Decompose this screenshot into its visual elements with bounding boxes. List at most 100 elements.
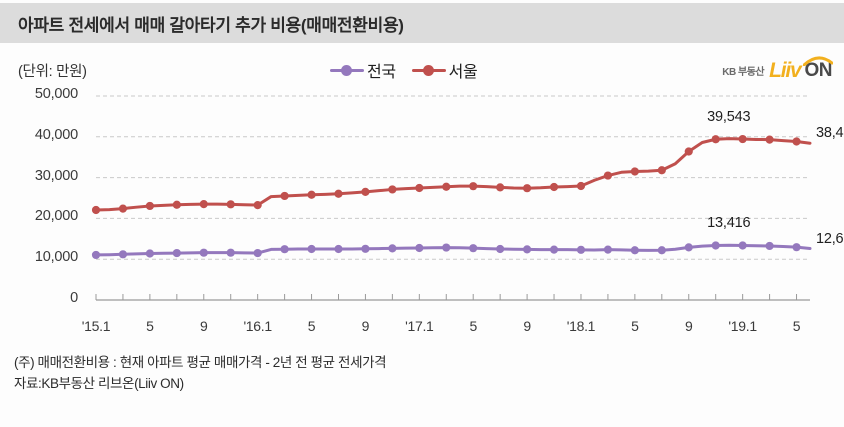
- data-point: [496, 244, 505, 254]
- data-label: 13,416: [707, 215, 751, 232]
- brand-liiv-label: Liiv: [769, 59, 802, 82]
- data-point: [388, 244, 397, 253]
- data-point: [145, 201, 154, 211]
- x-axis-label: 5: [631, 318, 639, 334]
- legend-label-nationwide: 전국: [367, 64, 396, 81]
- data-point: [549, 182, 559, 192]
- data-point: [361, 187, 370, 196]
- data-point: [307, 190, 316, 199]
- data-point: [522, 245, 532, 254]
- data-point: [630, 167, 639, 176]
- line-chart: 0 10,000 20,000 30,000 40,000 50,000 '15.1 5 9 '1…: [0, 82, 844, 334]
- chart-canvas: [91, 95, 812, 301]
- legend-marker-seoul: [411, 63, 446, 77]
- data-label: 39,543: [707, 108, 751, 125]
- footnote-source: 자료:KB부동산 리브온(Liiv ON): [14, 376, 184, 391]
- data-point: [172, 248, 181, 258]
- brand-liiv-on: Liiv ON: [769, 56, 833, 82]
- x-axis-label: 9: [200, 318, 208, 334]
- data-point: [253, 201, 262, 210]
- data-point: [684, 243, 693, 252]
- data-label: 12,620: [816, 230, 844, 247]
- y-axis-label: 50,000: [34, 86, 78, 102]
- data-point: [657, 166, 666, 175]
- data-point: [226, 248, 235, 257]
- data-point: [765, 241, 774, 251]
- data-point: [711, 135, 720, 144]
- data-point: [334, 244, 343, 254]
- legend-label-seoul: 서울: [448, 64, 478, 81]
- x-axis-label: 5: [792, 318, 801, 334]
- data-point: [469, 182, 478, 191]
- data-point: [415, 183, 424, 193]
- x-axis-label: 5: [469, 318, 477, 334]
- data-point: [469, 244, 478, 253]
- data-point: [630, 246, 639, 255]
- data-point: [91, 205, 101, 215]
- data-point: [199, 248, 208, 257]
- y-axis-label: 10,000: [34, 249, 78, 266]
- x-axis-label: 9: [523, 318, 531, 334]
- data-point: [738, 241, 747, 250]
- y-axis-label: 40,000: [34, 126, 78, 143]
- data-point: [549, 245, 559, 254]
- data-point: [280, 245, 289, 254]
- x-axis-label: '16.1: [243, 318, 272, 334]
- data-point: [388, 185, 397, 194]
- data-point: [711, 241, 720, 250]
- data-point: [792, 137, 801, 146]
- data-point: [522, 184, 532, 193]
- chart-legend: 전국 서울: [330, 58, 478, 82]
- data-point: [118, 250, 128, 259]
- x-axis-label: 9: [685, 318, 693, 334]
- data-point: [118, 204, 128, 213]
- data-point: [253, 248, 262, 258]
- x-axis-label: 9: [361, 318, 370, 334]
- data-point: [792, 243, 801, 252]
- legend-marker-nationwide: [330, 63, 364, 77]
- brand-kb-label: KB 부동산: [722, 67, 765, 78]
- x-axis-label: 5: [307, 318, 316, 334]
- data-point: [226, 200, 235, 209]
- data-point: [442, 243, 451, 252]
- data-point: [334, 189, 343, 198]
- y-axis-label: 20,000: [34, 208, 78, 225]
- data-point: [145, 249, 154, 258]
- house-roof-icon: [803, 56, 833, 66]
- chart-footnotes: (주) 매매전환비용 : 현재 아파트 평균 매매가격 - 2년 전 평균 전세…: [14, 352, 387, 394]
- data-point: [576, 245, 586, 254]
- y-axis-label: 30,000: [34, 167, 78, 184]
- x-axis-label: '19.1: [728, 318, 757, 334]
- x-axis-label: '17.1: [405, 318, 434, 334]
- kb-liiv-on-logo: KB 부동산 Liiv ON: [722, 56, 833, 82]
- data-point: [280, 191, 289, 201]
- legend-item-seoul: 서울: [411, 58, 478, 82]
- data-point: [199, 200, 208, 209]
- x-axis-label: 5: [146, 318, 154, 334]
- x-axis-label: '18.1: [566, 318, 596, 334]
- legend-item-nationwide: 전국: [330, 58, 396, 82]
- brand-on-label: ON: [804, 60, 833, 81]
- data-point: [442, 182, 451, 191]
- data-point: [765, 135, 774, 144]
- page-title: 아파트 전세에서 매매 갈아타기 추가 비용(매매전환비용): [18, 15, 404, 35]
- footnote-note: (주) 매매전환비용 : 현재 아파트 평균 매매가격 - 2년 전 평균 전세…: [14, 355, 387, 370]
- data-point: [738, 134, 747, 144]
- data-point: [603, 171, 613, 180]
- data-label: 38,421: [816, 125, 844, 142]
- unit-label: (단위: 만원): [18, 64, 87, 80]
- data-point: [307, 244, 316, 254]
- data-point: [684, 147, 693, 156]
- chart-title-bar: 아파트 전세에서 매매 갈아타기 추가 비용(매매전환비용): [0, 3, 844, 43]
- y-axis-label: 0: [70, 290, 78, 306]
- data-point: [496, 183, 505, 192]
- x-axis-label: '15.1: [81, 318, 111, 334]
- data-point: [415, 243, 424, 253]
- data-point: [91, 250, 101, 260]
- data-point: [172, 200, 181, 209]
- data-point: [603, 245, 613, 254]
- data-point: [576, 181, 586, 191]
- data-point: [657, 246, 666, 255]
- data-point: [361, 244, 370, 253]
- series-line-seoul: [94, 137, 812, 212]
